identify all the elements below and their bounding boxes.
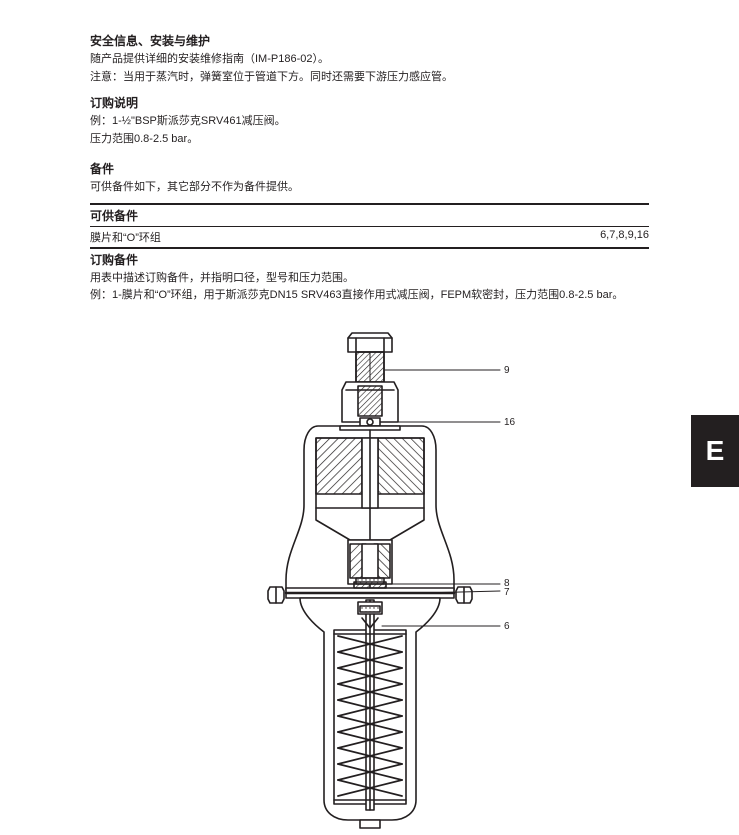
available-spares-title: 可供备件 — [90, 207, 649, 224]
spares-line1: 可供备件如下，其它部分不作为备件提供。 — [90, 179, 649, 196]
spares-row: 膜片和“O”环组 6,7,8,9,16 — [90, 227, 649, 247]
valve-diagram: 9 16 8 7 6 — [0, 330, 739, 830]
callout-7: 7 — [504, 587, 510, 598]
safety-line2: 注意：当用于蒸汽时，弹簧室位于管道下方。同时还需要下游压力感应管。 — [90, 69, 649, 86]
ordering-title: 订购说明 — [90, 94, 649, 111]
divider — [90, 203, 649, 205]
order-spares-line1: 用表中描述订购备件，并指明口径，型号和压力范围。 — [90, 270, 649, 287]
callout-16: 16 — [504, 417, 516, 428]
ordering-line2: 压力范围0.8-2.5 bar。 — [90, 131, 649, 148]
divider — [90, 247, 649, 249]
order-spares-line2: 例：1-膜片和“O”环组，用于斯派莎克DN15 SRV463直接作用式减压阀，F… — [90, 287, 649, 304]
safety-title: 安全信息、安装与维护 — [90, 32, 649, 49]
spares-title: 备件 — [90, 160, 649, 177]
valve-svg: 9 16 8 7 6 — [200, 330, 540, 830]
order-spares-title: 订购备件 — [90, 251, 649, 268]
ordering-line1: 例：1-½"BSP斯派莎克SRV461减压阀。 — [90, 113, 649, 130]
safety-line1: 随产品提供详细的安装维修指南（IM-P186-02）。 — [90, 51, 649, 68]
callout-6: 6 — [504, 621, 510, 632]
spares-item-nums: 6,7,8,9,16 — [600, 229, 649, 245]
callout-9: 9 — [504, 365, 510, 376]
spares-item-label: 膜片和“O”环组 — [90, 229, 161, 245]
